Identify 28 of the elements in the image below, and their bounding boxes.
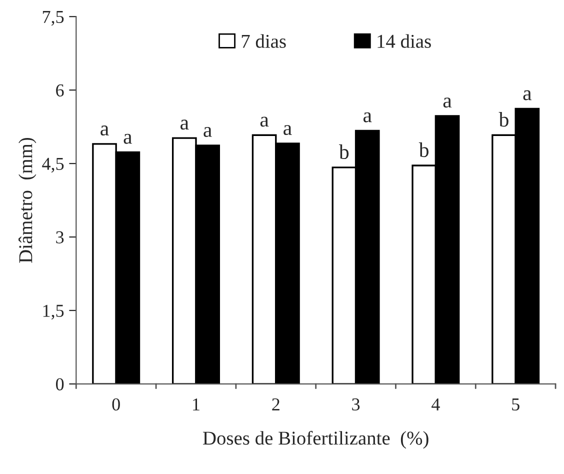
- x-tick-label: 2: [272, 398, 280, 410]
- data-label: a: [204, 127, 212, 138]
- y-tick-label: 0: [56, 378, 64, 390]
- data-label: a: [284, 125, 292, 136]
- data-label: a: [124, 134, 132, 144]
- x-tick-label: 3: [352, 398, 360, 411]
- y-axis-title: Diâmetro (mm): [18, 138, 36, 263]
- data-label: a: [363, 112, 372, 122]
- data-label: b: [498, 112, 508, 127]
- data-label: a: [100, 126, 109, 136]
- y-tick-label: 4,5: [42, 158, 64, 173]
- legend-label: 7 dias: [242, 34, 286, 48]
- legend-label: 14 dias: [378, 34, 431, 48]
- x-tick-label: 4: [432, 398, 440, 410]
- y-tick-label: 7,5: [42, 11, 64, 26]
- data-label: b: [338, 144, 349, 160]
- data-label: a: [523, 90, 532, 100]
- y-tick-label: 3: [56, 231, 64, 244]
- data-label: a: [180, 120, 189, 130]
- x-axis-title: Doses de Biofertilizante (%): [203, 430, 428, 449]
- data-label: a: [260, 116, 269, 127]
- x-tick-label: 1: [193, 398, 200, 410]
- y-tick-label: 1,5: [43, 304, 64, 320]
- y-tick-label: 6: [56, 84, 64, 96]
- data-label: a: [443, 98, 452, 108]
- x-tick-label: 5: [512, 398, 520, 411]
- data-label: b: [418, 142, 429, 158]
- x-tick-label: 0: [112, 398, 120, 411]
